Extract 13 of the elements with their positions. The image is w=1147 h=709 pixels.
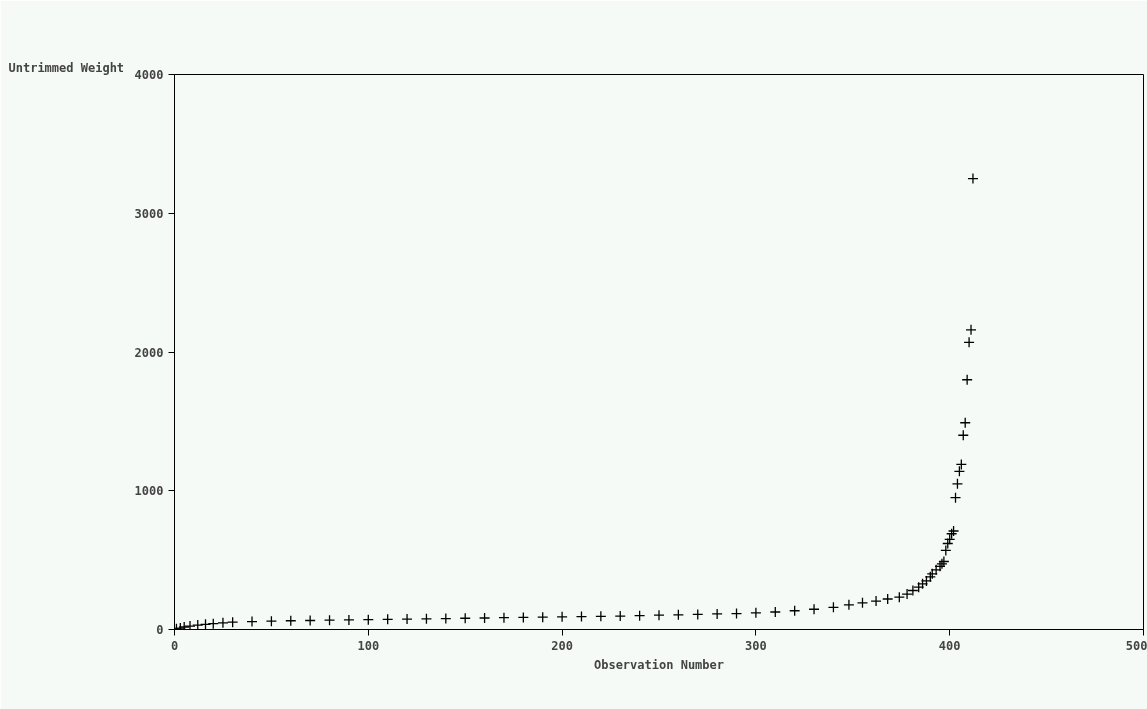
x-tick-label: 200 bbox=[551, 638, 573, 653]
x-tick-label: 100 bbox=[357, 638, 380, 653]
x-tick-label: 300 bbox=[745, 638, 767, 653]
y-tick-label: 1000 bbox=[134, 484, 164, 499]
x-tick-label: 400 bbox=[938, 638, 961, 653]
y-tick-label: 4000 bbox=[134, 68, 164, 82]
x-axis-title: Observation Number bbox=[593, 657, 725, 672]
x-tick-label: 500 bbox=[1125, 638, 1147, 653]
y-tick-label: 2000 bbox=[134, 345, 164, 360]
x-tick-label: 0 bbox=[170, 638, 179, 653]
y-tick-label: 0 bbox=[156, 623, 164, 637]
y-tick-label: 3000 bbox=[134, 206, 164, 221]
y-axis-title: Untrimmed Weight bbox=[8, 60, 125, 75]
